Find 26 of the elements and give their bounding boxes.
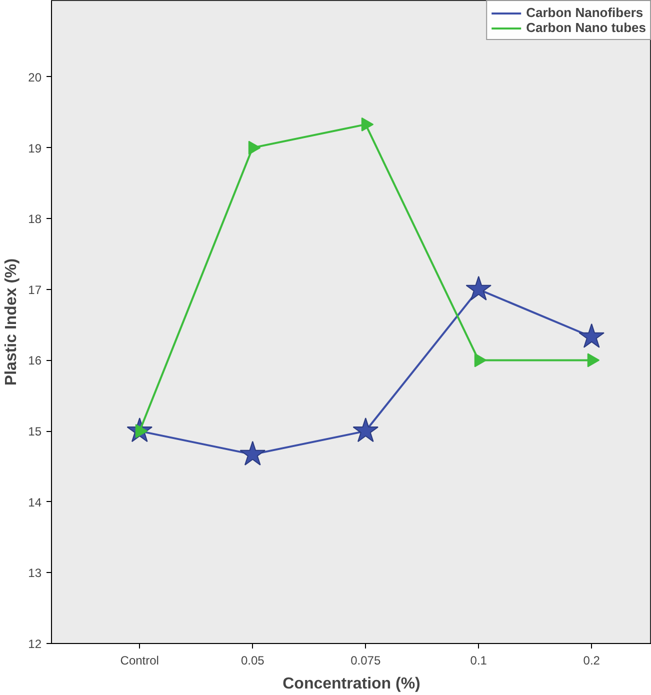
x-tick-label: Control xyxy=(120,654,159,668)
y-tick-label: 12 xyxy=(28,637,42,651)
y-tick-label: 18 xyxy=(28,212,42,226)
y-tick-label: 13 xyxy=(28,566,42,580)
y-tick-label: 17 xyxy=(28,282,42,297)
point xyxy=(578,323,604,348)
x-axis-title: Concentration (%) xyxy=(282,676,420,692)
point xyxy=(352,418,378,442)
point xyxy=(361,117,374,132)
point xyxy=(466,276,492,300)
y-tick-label: 19 xyxy=(28,141,42,156)
point xyxy=(240,440,266,466)
x-tick-label: 0.1 xyxy=(470,654,488,668)
x-tick-label: 0.05 xyxy=(240,654,265,668)
y-tick-label: 15 xyxy=(28,424,42,439)
x-tick-label: 0.2 xyxy=(583,654,600,668)
y-tick-label: 20 xyxy=(28,70,42,84)
y-tick-label: 16 xyxy=(28,354,42,368)
point xyxy=(587,353,600,368)
point xyxy=(248,140,261,155)
legend-label: Carbon Nano tubes xyxy=(526,20,646,35)
x-tick-label: 0.075 xyxy=(350,654,381,668)
y-axis-title: Plastic Index (%) xyxy=(3,258,20,386)
legend-label: Carbon Nanofibers xyxy=(526,5,644,20)
y-tick-label: 14 xyxy=(28,495,42,510)
point xyxy=(474,353,487,368)
